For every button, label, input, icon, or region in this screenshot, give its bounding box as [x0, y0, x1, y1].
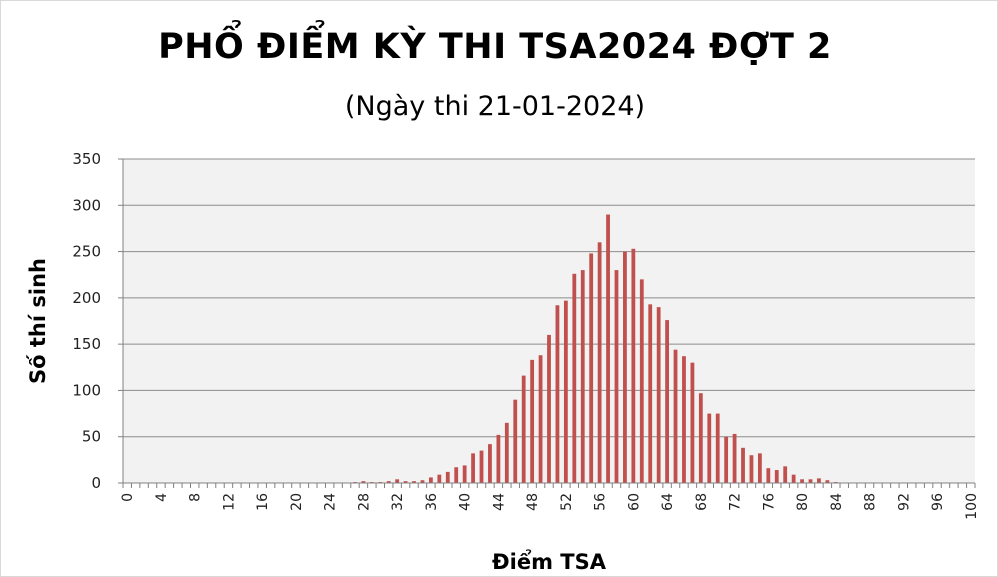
bar	[445, 471, 450, 483]
bar	[437, 474, 442, 483]
bar	[386, 481, 391, 483]
bar	[538, 355, 543, 483]
bar	[563, 300, 568, 483]
bar	[791, 474, 796, 483]
x-tick-label: 12	[221, 493, 237, 511]
bar	[766, 468, 771, 483]
x-tick-label: 60	[626, 493, 642, 511]
y-tick-label: 50	[82, 428, 101, 446]
bar	[707, 413, 712, 483]
bar	[496, 434, 501, 483]
bar	[800, 479, 804, 483]
x-tick-label: 96	[930, 493, 946, 511]
y-axis-title: Số thí sinh	[26, 258, 50, 384]
bar	[403, 481, 408, 483]
bar	[471, 453, 475, 483]
y-tick-labels: 0 50 100 150 200 250 300 350	[72, 150, 101, 492]
bar	[361, 481, 366, 483]
x-tick-label: 92	[896, 493, 912, 511]
bar	[690, 362, 695, 483]
x-tick-label: 88	[863, 493, 879, 511]
bar	[741, 447, 745, 483]
bar	[623, 251, 627, 483]
y-tick-label: 350	[72, 150, 101, 168]
bar	[412, 481, 416, 483]
bar	[682, 356, 686, 483]
bar	[749, 455, 754, 483]
bar	[639, 279, 644, 483]
bar	[724, 436, 729, 483]
x-axis-title: Điểm TSA	[492, 549, 607, 574]
x-tick-labels: 0 4 8 12 16 20 24 28 32 36 40 44 48 52 56 60 64 68 72 76 80 8…	[120, 493, 980, 520]
bar	[757, 453, 762, 483]
bar	[614, 270, 619, 483]
chart-subtitle: (Ngày thi 21-01-2024)	[344, 91, 646, 122]
x-tick-label: 80	[795, 493, 811, 511]
x-tick-label: 100	[964, 493, 980, 520]
bar	[732, 433, 737, 483]
bar	[656, 307, 661, 483]
x-tick-label: 48	[525, 493, 541, 511]
bar	[817, 478, 821, 483]
bars	[353, 214, 838, 484]
x-tick-label: 40	[458, 493, 474, 511]
bar	[606, 214, 610, 484]
bar	[572, 273, 577, 483]
bar	[597, 242, 602, 483]
x-tick-label: 52	[559, 493, 575, 511]
bar	[479, 450, 484, 483]
bar	[429, 477, 433, 483]
x-tick-label: 4	[154, 493, 170, 502]
bar	[555, 305, 560, 483]
bar	[530, 359, 535, 483]
bar	[462, 465, 467, 483]
y-tick-label: 0	[91, 474, 101, 492]
bar	[513, 399, 518, 483]
gridlines	[123, 158, 975, 438]
bar	[420, 480, 425, 483]
bar	[395, 479, 400, 483]
bar	[454, 467, 459, 483]
bar	[547, 334, 551, 483]
bar	[698, 393, 703, 483]
bar	[715, 413, 720, 483]
x-tick-label: 76	[761, 493, 777, 511]
x-tick-label: 56	[593, 493, 609, 511]
chart-title: PHỔ ĐIỂM KỲ THI TSA2024 ĐỢT 2	[158, 27, 832, 67]
bar	[648, 304, 653, 483]
bar	[825, 480, 830, 483]
axes	[118, 158, 976, 488]
bar	[783, 466, 788, 483]
y-tick-label: 200	[72, 289, 101, 307]
bar	[504, 422, 509, 483]
bar	[488, 444, 492, 483]
y-tick-label: 100	[72, 381, 101, 399]
x-tick-label: 0	[120, 493, 136, 502]
bar	[521, 375, 526, 483]
x-tick-label: 32	[390, 493, 406, 511]
x-tick-label: 28	[356, 493, 372, 511]
bar	[589, 253, 594, 483]
x-tick-label: 20	[289, 493, 305, 511]
x-tick-label: 36	[424, 493, 440, 511]
bar	[673, 349, 678, 483]
x-tick-label: 8	[188, 493, 204, 502]
bar	[774, 470, 779, 483]
x-tick-label: 64	[660, 493, 676, 511]
x-tick-label: 72	[728, 493, 744, 511]
x-tick-label: 16	[255, 493, 271, 511]
bar	[580, 270, 585, 483]
bar	[631, 248, 636, 483]
y-tick-label: 150	[72, 335, 101, 353]
bar	[665, 320, 669, 483]
x-tick-label: 44	[491, 493, 507, 511]
bar	[808, 479, 813, 483]
x-tick-label: 68	[694, 493, 710, 511]
y-tick-label: 250	[72, 243, 101, 261]
x-tick-label: 24	[323, 493, 339, 511]
y-tick-label: 300	[72, 196, 101, 214]
x-tick-label: 84	[829, 493, 845, 511]
